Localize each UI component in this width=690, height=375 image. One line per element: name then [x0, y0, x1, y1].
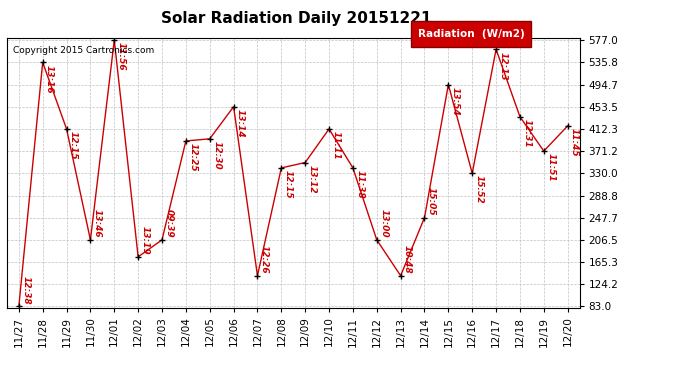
- Text: 12:38: 12:38: [21, 276, 30, 304]
- Text: 13:14: 13:14: [236, 109, 245, 138]
- Text: 15:05: 15:05: [427, 187, 436, 216]
- Text: 10:48: 10:48: [403, 245, 412, 273]
- Text: 12:25: 12:25: [188, 143, 197, 172]
- Text: 12:30: 12:30: [212, 141, 221, 170]
- Text: 15:52: 15:52: [475, 176, 484, 204]
- Text: 13:46: 13:46: [92, 209, 102, 238]
- Text: 11:38: 11:38: [355, 170, 364, 199]
- Text: 12:15: 12:15: [284, 170, 293, 199]
- Text: 13:16: 13:16: [45, 64, 54, 93]
- Text: 13:00: 13:00: [380, 209, 388, 238]
- Text: 13:54: 13:54: [451, 87, 460, 116]
- Text: Copyright 2015 Cartronics.com: Copyright 2015 Cartronics.com: [12, 46, 154, 55]
- Text: 13:12: 13:12: [308, 165, 317, 193]
- Text: 11:11: 11:11: [331, 131, 340, 160]
- Text: Radiation  (W/m2): Radiation (W/m2): [417, 29, 524, 39]
- Text: 11:51: 11:51: [546, 153, 555, 182]
- Text: 12:26: 12:26: [260, 245, 269, 273]
- Text: 13:19: 13:19: [141, 226, 150, 255]
- Text: 11:45: 11:45: [570, 128, 579, 157]
- Text: 11:56: 11:56: [117, 42, 126, 71]
- Text: 12:31: 12:31: [522, 119, 531, 147]
- Text: 12:13: 12:13: [498, 51, 507, 80]
- Text: 12:15: 12:15: [69, 131, 78, 160]
- Text: Solar Radiation Daily 20151221: Solar Radiation Daily 20151221: [161, 11, 432, 26]
- Text: 09:39: 09:39: [164, 209, 173, 238]
